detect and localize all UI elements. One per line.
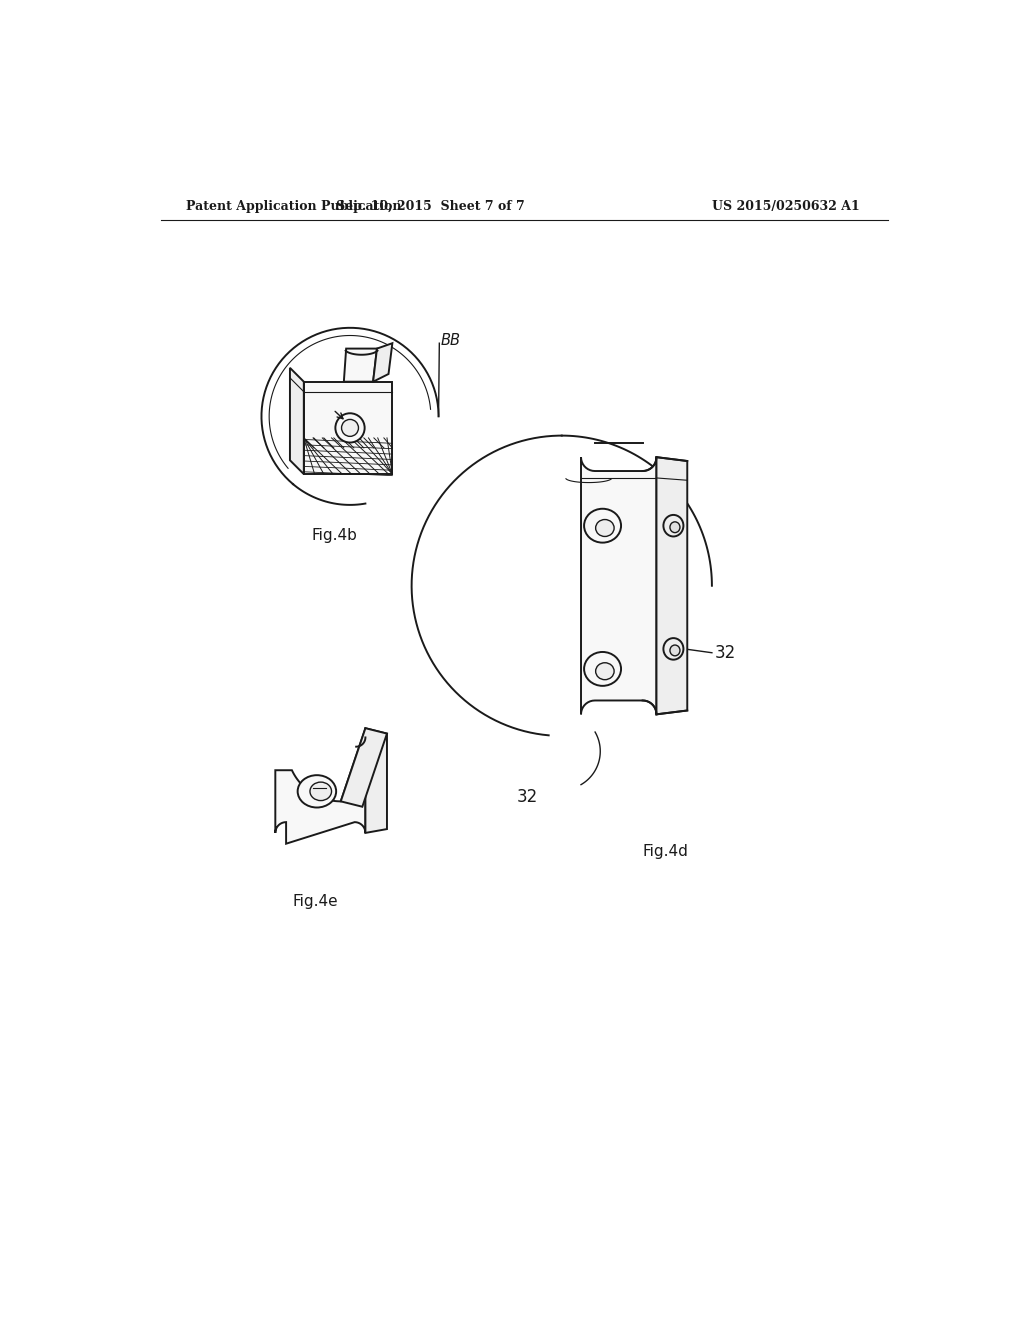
Text: Patent Application Publication: Patent Application Publication bbox=[186, 199, 401, 213]
Text: 32: 32 bbox=[516, 788, 538, 807]
Polygon shape bbox=[373, 343, 392, 381]
Polygon shape bbox=[290, 368, 304, 474]
Text: BB: BB bbox=[441, 334, 461, 348]
Ellipse shape bbox=[310, 781, 332, 800]
Polygon shape bbox=[344, 348, 377, 381]
Text: Fig.4d: Fig.4d bbox=[643, 843, 689, 859]
Text: 32: 32 bbox=[714, 644, 735, 661]
Ellipse shape bbox=[298, 775, 336, 808]
Ellipse shape bbox=[584, 508, 621, 543]
Polygon shape bbox=[581, 457, 656, 714]
Ellipse shape bbox=[664, 638, 683, 660]
Polygon shape bbox=[275, 729, 366, 843]
Ellipse shape bbox=[584, 652, 621, 686]
Ellipse shape bbox=[670, 645, 680, 656]
Polygon shape bbox=[656, 457, 687, 714]
Text: Sep. 10, 2015  Sheet 7 of 7: Sep. 10, 2015 Sheet 7 of 7 bbox=[337, 199, 525, 213]
Polygon shape bbox=[366, 729, 387, 833]
Circle shape bbox=[336, 413, 365, 442]
Circle shape bbox=[342, 420, 358, 437]
Ellipse shape bbox=[670, 521, 680, 532]
Text: Fig.4e: Fig.4e bbox=[293, 894, 338, 909]
Text: Fig.4b: Fig.4b bbox=[311, 528, 357, 544]
Polygon shape bbox=[304, 381, 392, 474]
Ellipse shape bbox=[596, 520, 614, 536]
Text: US 2015/0250632 A1: US 2015/0250632 A1 bbox=[712, 199, 860, 213]
Ellipse shape bbox=[664, 515, 683, 536]
Polygon shape bbox=[341, 729, 387, 807]
Ellipse shape bbox=[596, 663, 614, 680]
